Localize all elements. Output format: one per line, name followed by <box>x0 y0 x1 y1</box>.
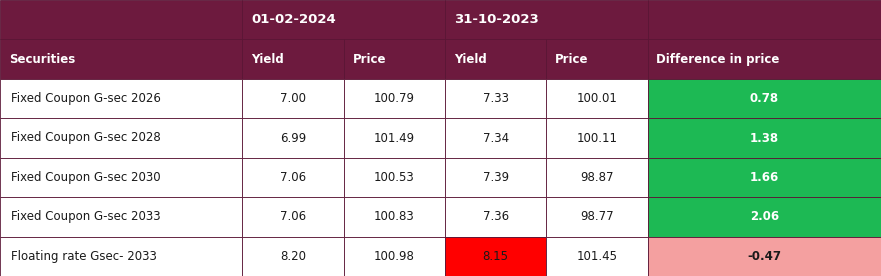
Bar <box>648 197 881 237</box>
Text: -0.47: -0.47 <box>747 250 781 263</box>
Text: 8.20: 8.20 <box>280 250 306 263</box>
Bar <box>0 79 242 118</box>
Text: Price: Price <box>352 53 386 66</box>
Bar <box>445 158 546 197</box>
Text: 7.34: 7.34 <box>483 131 508 145</box>
Text: 7.36: 7.36 <box>483 210 508 223</box>
Bar <box>344 39 445 79</box>
Bar <box>445 39 546 79</box>
Bar <box>0 197 242 237</box>
Bar <box>648 118 881 158</box>
Text: Securities: Securities <box>9 53 75 66</box>
Text: 2.06: 2.06 <box>750 210 779 223</box>
Bar <box>0 118 242 158</box>
Bar <box>648 79 881 118</box>
Bar <box>344 158 445 197</box>
Text: Fixed Coupon G-sec 2033: Fixed Coupon G-sec 2033 <box>11 210 160 223</box>
Text: 100.83: 100.83 <box>374 210 415 223</box>
Bar <box>445 197 546 237</box>
Text: Price: Price <box>555 53 589 66</box>
Bar <box>0 158 242 197</box>
Text: 101.45: 101.45 <box>576 250 618 263</box>
Bar <box>648 158 881 197</box>
Bar <box>445 0 648 39</box>
Text: 100.98: 100.98 <box>374 250 415 263</box>
Bar <box>242 39 344 79</box>
Text: 101.49: 101.49 <box>374 131 415 145</box>
Text: 1.66: 1.66 <box>750 171 779 184</box>
Bar <box>0 39 242 79</box>
Text: Fixed Coupon G-sec 2028: Fixed Coupon G-sec 2028 <box>11 131 160 145</box>
Bar <box>242 237 344 276</box>
Bar <box>344 237 445 276</box>
Text: Fixed Coupon G-sec 2026: Fixed Coupon G-sec 2026 <box>11 92 160 105</box>
Text: 31-10-2023: 31-10-2023 <box>454 13 538 26</box>
Bar <box>445 118 546 158</box>
Bar <box>546 118 648 158</box>
Bar <box>344 118 445 158</box>
Text: 7.06: 7.06 <box>280 210 306 223</box>
Bar <box>546 79 648 118</box>
Bar <box>546 237 648 276</box>
Bar <box>0 237 242 276</box>
Bar <box>344 197 445 237</box>
Bar <box>445 79 546 118</box>
Bar <box>242 0 445 39</box>
Bar <box>242 197 344 237</box>
Bar <box>648 237 881 276</box>
Bar <box>242 79 344 118</box>
Bar <box>242 118 344 158</box>
Text: Fixed Coupon G-sec 2030: Fixed Coupon G-sec 2030 <box>11 171 160 184</box>
Text: 98.87: 98.87 <box>580 171 614 184</box>
Text: 01-02-2024: 01-02-2024 <box>251 13 336 26</box>
Text: 100.01: 100.01 <box>576 92 618 105</box>
Text: 8.15: 8.15 <box>483 250 508 263</box>
Text: 1.38: 1.38 <box>750 131 779 145</box>
Text: 7.00: 7.00 <box>280 92 306 105</box>
Text: 7.33: 7.33 <box>483 92 508 105</box>
Bar <box>546 39 648 79</box>
Text: 7.06: 7.06 <box>280 171 306 184</box>
Text: 100.11: 100.11 <box>576 131 618 145</box>
Bar <box>648 0 881 39</box>
Text: 6.99: 6.99 <box>280 131 306 145</box>
Bar <box>242 158 344 197</box>
Bar <box>445 237 546 276</box>
Text: 100.79: 100.79 <box>374 92 415 105</box>
Text: Floating rate Gsec- 2033: Floating rate Gsec- 2033 <box>11 250 157 263</box>
Text: Difference in price: Difference in price <box>656 53 780 66</box>
Bar <box>648 39 881 79</box>
Bar <box>546 197 648 237</box>
Bar <box>344 79 445 118</box>
Bar <box>0 0 242 39</box>
Text: 100.53: 100.53 <box>374 171 415 184</box>
Text: 7.39: 7.39 <box>483 171 508 184</box>
Text: Yield: Yield <box>454 53 486 66</box>
Text: Yield: Yield <box>251 53 284 66</box>
Bar <box>546 158 648 197</box>
Text: 98.77: 98.77 <box>580 210 614 223</box>
Text: 0.78: 0.78 <box>750 92 779 105</box>
